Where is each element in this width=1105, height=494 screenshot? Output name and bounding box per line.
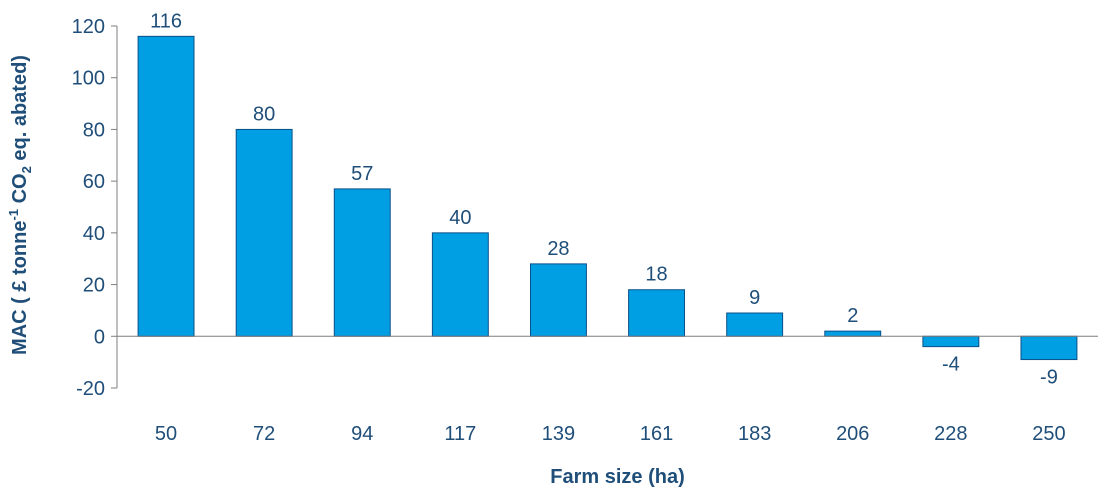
- y-tick-label: 60: [83, 171, 105, 193]
- y-axis-title-middle: CO: [9, 173, 31, 209]
- y-tick-label: 80: [83, 119, 105, 141]
- y-axis-title-superscript: -1: [6, 209, 21, 221]
- bars: 116 80 57 40 28 18 9 2 -4 -9: [137, 10, 1078, 389]
- bar: [333, 188, 391, 337]
- data-label: 57: [351, 163, 373, 185]
- y-axis-title-prefix: MAC ( £ tonne: [9, 221, 31, 355]
- bar: [1020, 335, 1078, 361]
- data-label: 18: [645, 264, 667, 286]
- x-tick-label: 139: [542, 423, 575, 445]
- data-label: 9: [749, 287, 760, 309]
- bar: [824, 330, 882, 337]
- x-tick-label: 206: [836, 423, 869, 445]
- bar: [431, 232, 489, 337]
- y-tick-label: 100: [72, 68, 105, 90]
- data-label: 2: [847, 305, 858, 327]
- x-tick-label: 161: [640, 423, 673, 445]
- data-label: 80: [253, 103, 275, 125]
- x-axis-ticks: 50 72 94 117 139 161 183 206 228 250: [155, 423, 1066, 445]
- x-tick-label: 117: [444, 423, 476, 445]
- x-tick-label: 50: [155, 423, 177, 445]
- data-label: 116: [150, 10, 182, 32]
- y-tick-label: 20: [83, 275, 105, 297]
- y-axis-title-subscript: 2: [19, 166, 34, 173]
- x-tick-label: 250: [1032, 423, 1065, 445]
- y-axis-title: MAC ( £ tonne-1 CO2 eq. abated): [6, 55, 34, 355]
- x-tick-label: 72: [253, 423, 275, 445]
- x-tick-label: 228: [934, 423, 967, 445]
- y-tick-label: -20: [76, 378, 105, 400]
- y-tick-label: 40: [83, 223, 105, 245]
- y-tick-label: 0: [94, 326, 105, 348]
- data-label: 28: [547, 238, 569, 260]
- data-label: -4: [942, 354, 960, 376]
- y-axis-title-suffix: eq. abated): [9, 55, 31, 166]
- x-tick-label: 94: [351, 423, 373, 445]
- bar: [137, 35, 195, 337]
- data-label: 40: [449, 207, 471, 229]
- bar: [235, 128, 293, 337]
- y-axis-ticks: -20 0 20 40 60 80 100 120: [72, 16, 117, 400]
- bar: [529, 263, 587, 337]
- bar: [922, 335, 980, 348]
- x-tick-label: 183: [738, 423, 771, 445]
- y-tick-label: 120: [72, 16, 105, 38]
- bar: [726, 312, 784, 337]
- bar: [628, 289, 686, 337]
- x-axis-title: Farm size (ha): [550, 466, 684, 488]
- data-label: -9: [1040, 367, 1058, 389]
